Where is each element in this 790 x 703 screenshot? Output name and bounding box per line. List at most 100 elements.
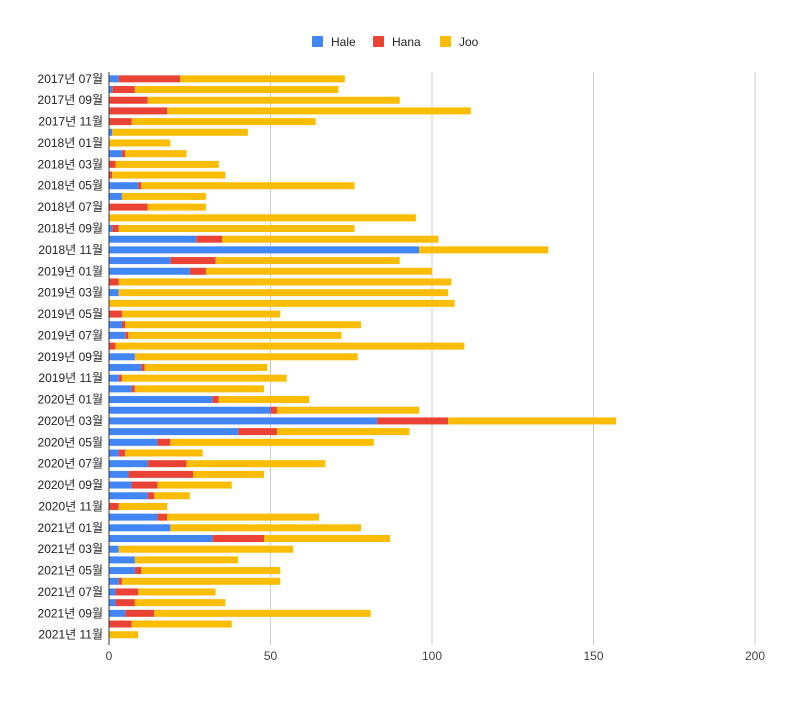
- bar-hale: [109, 524, 171, 532]
- bar-hana: [118, 577, 122, 585]
- bar-hale: [109, 396, 213, 404]
- y-tick-label: 2019년 11월: [38, 371, 103, 385]
- bar-hana: [147, 460, 187, 468]
- bar-joo: [186, 460, 326, 468]
- bar-hana: [196, 235, 223, 243]
- legend-item-hana[interactable]: Hana: [373, 35, 421, 49]
- bar-hana: [112, 86, 135, 94]
- bar-joo: [115, 160, 219, 168]
- bar-joo: [141, 567, 281, 575]
- x-tick-label: 50: [264, 649, 278, 663]
- bar-hale: [109, 588, 116, 596]
- y-tick-label: 2019년 07월: [38, 328, 103, 342]
- bar-hale: [109, 481, 132, 489]
- bar-joo: [218, 396, 310, 404]
- bar-hale: [109, 331, 126, 339]
- bar-hana: [128, 470, 193, 478]
- y-tick-label: 2018년 11월: [38, 243, 103, 257]
- bar-hana: [109, 160, 116, 168]
- bar-hana: [134, 567, 142, 575]
- bar-hale: [109, 513, 158, 521]
- bar-joo: [167, 513, 319, 521]
- y-tick-label: 2020년 09월: [38, 478, 103, 492]
- bar-hana: [118, 374, 122, 382]
- bar-hale: [109, 577, 119, 585]
- bar-joo: [118, 289, 449, 297]
- y-tick-label: 2021년 07월: [38, 585, 103, 599]
- bar-joo: [121, 192, 206, 200]
- bar-joo: [109, 139, 171, 147]
- legend[interactable]: Hale Hana Joo: [312, 35, 479, 49]
- bar-hale: [109, 246, 420, 254]
- bar-joo: [109, 631, 139, 639]
- y-tick-label: 2021년 01월: [38, 521, 103, 535]
- bar-joo: [118, 545, 294, 553]
- x-tick-label: 200: [745, 649, 765, 663]
- bar-hale: [109, 470, 129, 478]
- bar-hana: [109, 620, 132, 628]
- bar-hana: [109, 107, 168, 115]
- bar-joo: [448, 417, 617, 425]
- y-tick-label: 2018년 09월: [38, 222, 103, 236]
- bar-hana: [109, 171, 113, 179]
- bar-joo: [125, 321, 361, 329]
- legend-label: Hale: [331, 35, 356, 49]
- bar-hana: [115, 588, 139, 596]
- bar-hale: [109, 556, 135, 564]
- bar-joo: [121, 577, 281, 585]
- y-tick-label: 2019년 03월: [38, 286, 103, 300]
- bar-hale: [109, 235, 197, 243]
- y-tick-label: 2020년 05월: [38, 435, 103, 449]
- bar-hale: [109, 353, 135, 361]
- legend-label: Joo: [459, 35, 479, 49]
- legend-label: Hana: [392, 35, 421, 49]
- x-tick-label: 100: [422, 649, 442, 663]
- bar-hale: [109, 449, 119, 457]
- y-axis: 2017년 07월 2017년 09월 2017년 11월 2018년 01월 2018…: [38, 72, 103, 642]
- y-tick-label: 2021년 05월: [38, 564, 103, 578]
- bar-hana: [170, 257, 216, 265]
- bar-joo: [157, 481, 232, 489]
- bar-joo: [180, 75, 345, 83]
- bar-hana: [109, 342, 116, 350]
- bar-joo: [131, 118, 316, 126]
- bar-hana: [125, 609, 155, 617]
- bar-hana: [109, 310, 122, 318]
- bar-hale: [109, 321, 122, 329]
- bar-hana: [141, 363, 145, 371]
- bar-hana: [131, 385, 135, 393]
- bar-hale: [109, 150, 122, 158]
- bar-hana: [109, 502, 119, 510]
- bar-hale: [109, 225, 113, 233]
- bar-joo: [192, 470, 265, 478]
- y-tick-label: 2017년 07월: [38, 72, 103, 86]
- bar-joo: [109, 214, 416, 222]
- bars: [109, 75, 617, 639]
- y-tick-label: 2019년 09월: [38, 350, 103, 364]
- bar-joo: [264, 535, 391, 543]
- bar-joo: [125, 449, 203, 457]
- legend-item-joo[interactable]: Joo: [440, 35, 479, 49]
- bar-joo: [419, 246, 549, 254]
- legend-item-hale[interactable]: Hale: [312, 35, 356, 49]
- bar-hana: [270, 406, 277, 414]
- legend-swatch: [312, 36, 323, 47]
- bar-hana: [109, 278, 119, 286]
- bar-joo: [134, 385, 265, 393]
- bar-hana: [157, 513, 168, 521]
- y-tick-label: 2020년 01월: [38, 393, 103, 407]
- bar-hale: [109, 192, 122, 200]
- bar-hale: [109, 428, 239, 436]
- bar-hana: [112, 225, 119, 233]
- bar-hale: [109, 363, 142, 371]
- bar-hale: [109, 535, 213, 543]
- bar-joo: [170, 438, 374, 446]
- bar-joo: [205, 267, 432, 275]
- y-tick-label: 2017년 11월: [38, 115, 103, 129]
- bar-hale: [109, 289, 119, 297]
- bar-hana: [157, 438, 171, 446]
- y-tick-label: 2021년 03월: [38, 542, 103, 556]
- bar-joo: [118, 225, 355, 233]
